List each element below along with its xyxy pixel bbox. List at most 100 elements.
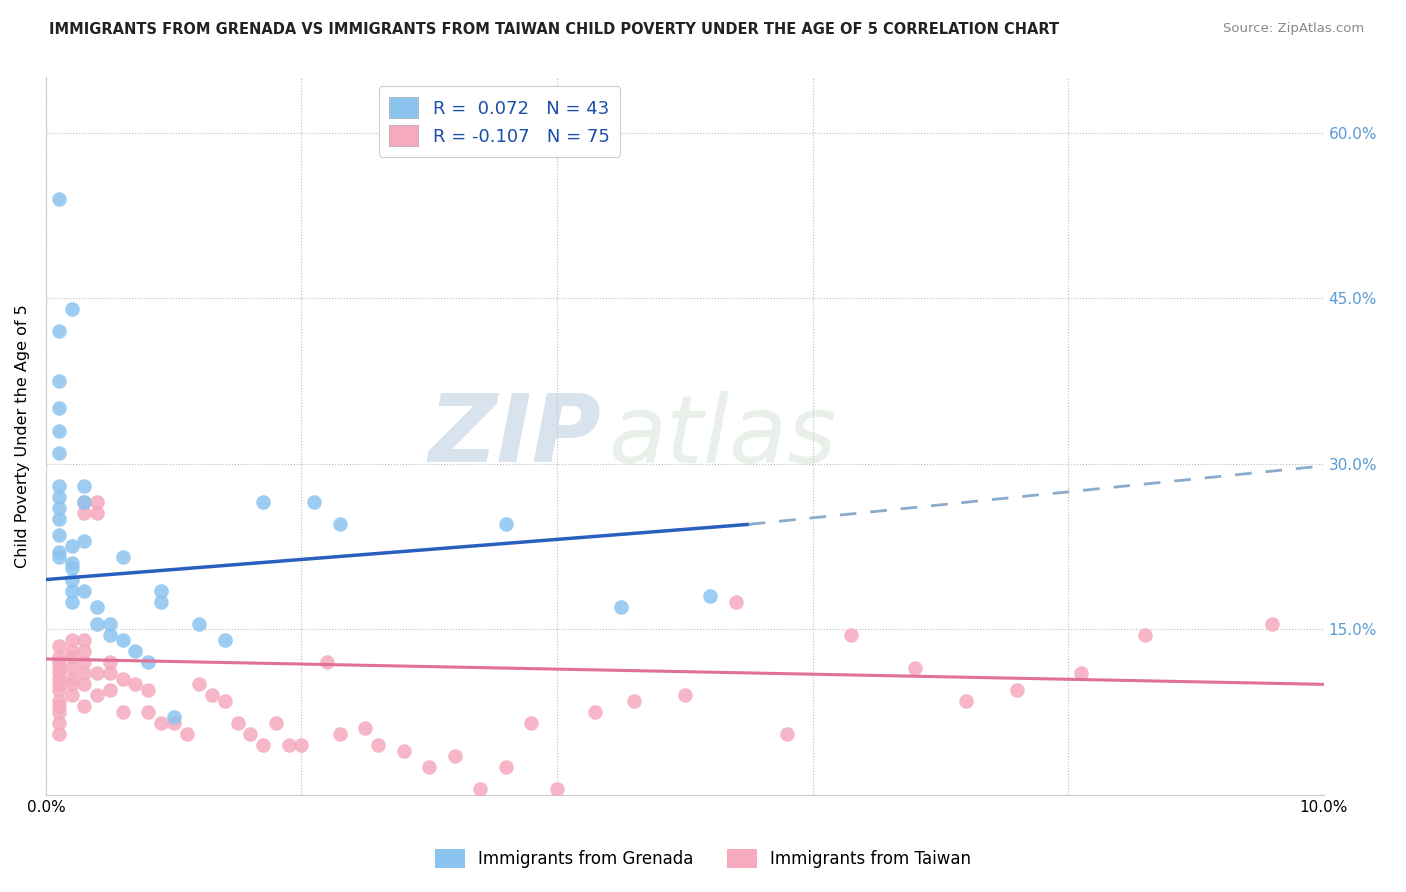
Point: [1261, 616, 1284, 631]
Point: [86, 616, 108, 631]
Point: [48, 655, 70, 669]
Point: [98, 666, 121, 681]
Point: [48, 682, 70, 697]
Point: [163, 716, 186, 731]
Point: [48, 324, 70, 338]
Point: [149, 583, 172, 598]
Point: [48, 490, 70, 504]
Point: [48, 677, 70, 691]
Point: [48, 528, 70, 542]
Point: [149, 716, 172, 731]
Point: [111, 633, 134, 648]
Point: [443, 749, 465, 764]
Point: [98, 628, 121, 642]
Point: [48, 666, 70, 681]
Text: atlas: atlas: [609, 391, 837, 482]
Point: [48, 424, 70, 438]
Point: [495, 760, 517, 774]
Point: [60, 556, 83, 570]
Point: [188, 616, 211, 631]
Point: [188, 677, 211, 691]
Point: [124, 644, 146, 658]
Point: [98, 655, 121, 669]
Point: [673, 689, 696, 703]
Point: [48, 445, 70, 459]
Point: [329, 517, 352, 532]
Point: [495, 517, 517, 532]
Point: [48, 694, 70, 708]
Point: [48, 512, 70, 526]
Point: [583, 705, 606, 719]
Point: [149, 594, 172, 608]
Point: [73, 506, 96, 520]
Text: ZIP: ZIP: [429, 390, 602, 482]
Point: [520, 716, 543, 731]
Point: [60, 689, 83, 703]
Point: [48, 550, 70, 565]
Point: [48, 727, 70, 741]
Point: [60, 644, 83, 658]
Point: [176, 727, 198, 741]
Point: [60, 540, 83, 554]
Point: [73, 666, 96, 681]
Point: [252, 738, 274, 752]
Point: [111, 705, 134, 719]
Point: [60, 594, 83, 608]
Point: [277, 738, 299, 752]
Point: [111, 550, 134, 565]
Point: [136, 682, 159, 697]
Point: [48, 500, 70, 515]
Point: [60, 583, 83, 598]
Point: [60, 633, 83, 648]
Y-axis label: Child Poverty Under the Age of 5: Child Poverty Under the Age of 5: [15, 304, 30, 568]
Point: [60, 661, 83, 675]
Point: [1005, 682, 1028, 697]
Point: [60, 672, 83, 686]
Point: [73, 699, 96, 714]
Point: [60, 677, 83, 691]
Point: [111, 672, 134, 686]
Point: [60, 573, 83, 587]
Point: [48, 479, 70, 493]
Point: [623, 694, 645, 708]
Point: [776, 727, 799, 741]
Point: [73, 533, 96, 548]
Point: [73, 677, 96, 691]
Point: [48, 672, 70, 686]
Point: [724, 594, 747, 608]
Point: [1133, 628, 1156, 642]
Text: IMMIGRANTS FROM GRENADA VS IMMIGRANTS FROM TAIWAN CHILD POVERTY UNDER THE AGE OF: IMMIGRANTS FROM GRENADA VS IMMIGRANTS FR…: [49, 22, 1059, 37]
Point: [163, 710, 186, 724]
Point: [73, 633, 96, 648]
Point: [86, 666, 108, 681]
Point: [48, 639, 70, 653]
Point: [73, 495, 96, 509]
Point: [48, 401, 70, 416]
Point: [48, 545, 70, 559]
Point: [354, 722, 377, 736]
Point: [304, 495, 326, 509]
Legend: R =  0.072   N = 43, R = -0.107   N = 75: R = 0.072 N = 43, R = -0.107 N = 75: [378, 87, 620, 157]
Point: [60, 561, 83, 575]
Point: [73, 479, 96, 493]
Point: [73, 583, 96, 598]
Point: [86, 600, 108, 615]
Point: [86, 495, 108, 509]
Point: [239, 727, 262, 741]
Point: [98, 616, 121, 631]
Point: [201, 689, 224, 703]
Point: [316, 655, 339, 669]
Point: [98, 682, 121, 697]
Point: [904, 661, 927, 675]
Point: [48, 192, 70, 206]
Point: [48, 661, 70, 675]
Point: [264, 716, 287, 731]
Point: [955, 694, 977, 708]
Point: [252, 495, 274, 509]
Point: [214, 694, 236, 708]
Point: [73, 644, 96, 658]
Text: Source: ZipAtlas.com: Source: ZipAtlas.com: [1223, 22, 1364, 36]
Point: [1070, 666, 1092, 681]
Point: [418, 760, 440, 774]
Point: [290, 738, 312, 752]
